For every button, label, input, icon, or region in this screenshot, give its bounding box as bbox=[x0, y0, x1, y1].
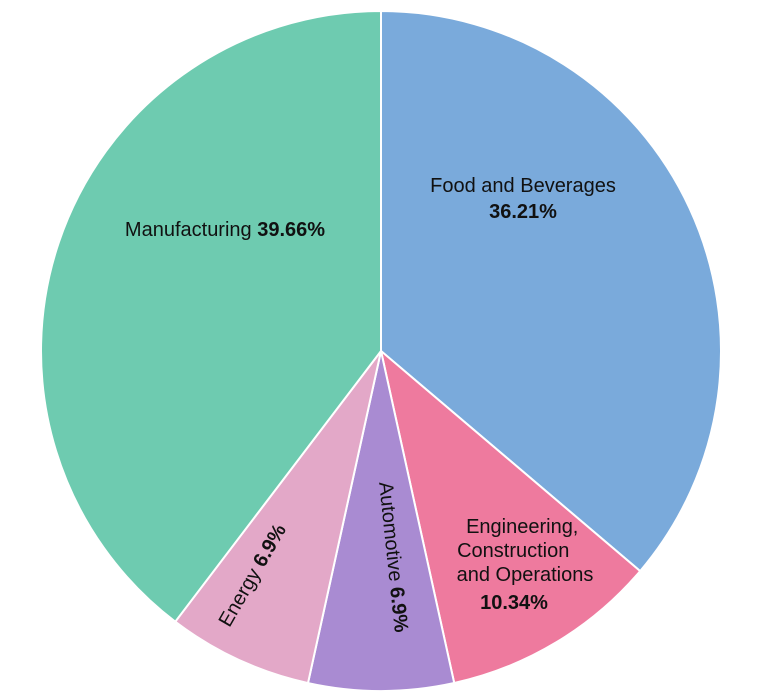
name-manufacturing: Manufacturing bbox=[125, 219, 252, 241]
value-automotive: 6.9% bbox=[385, 586, 412, 634]
value-manufacturing: 39.66% bbox=[257, 219, 325, 241]
label-manufacturing: Manufacturing 39.66% bbox=[125, 219, 325, 241]
slice-energy bbox=[173, 350, 382, 685]
name-engineering-line-2: Construction bbox=[457, 540, 569, 562]
slice-automotive bbox=[306, 350, 456, 692]
label-food-and-beverages: Food and Beverages bbox=[430, 175, 616, 197]
slice-manufacturing bbox=[40, 9, 382, 624]
slice-food-and-beverages bbox=[380, 9, 722, 573]
slice-engineering-construction-and-operations bbox=[379, 348, 642, 685]
label-engineering: Engineering, Construction and Operations bbox=[457, 516, 594, 586]
value-food-and-beverages: 36.21% bbox=[489, 201, 557, 223]
name-engineering-line-3: and Operations bbox=[457, 564, 594, 586]
name-engineering-line-1: Engineering, bbox=[466, 516, 578, 538]
name-food-and-beverages: Food and Beverages bbox=[430, 175, 616, 197]
value-engineering: 10.34% bbox=[480, 592, 548, 614]
